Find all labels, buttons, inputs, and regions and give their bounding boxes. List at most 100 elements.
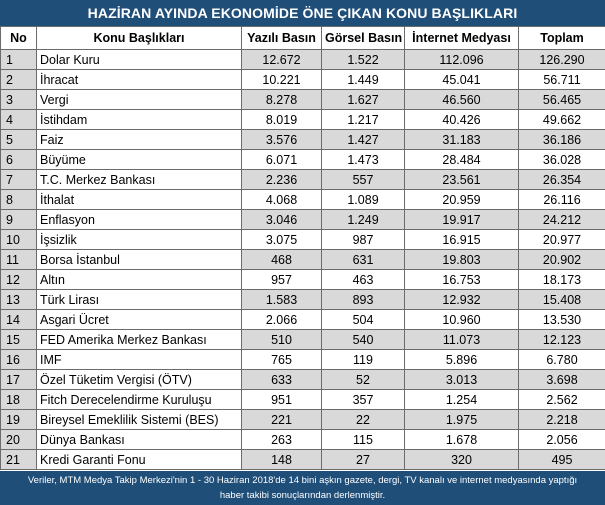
row-total: 2.562	[518, 389, 605, 410]
table-row: 20 Dünya Bankası 263 115 1.678 2.056	[0, 429, 605, 450]
row-total: 2.218	[518, 409, 605, 430]
row-total: 26.116	[518, 189, 605, 210]
row-topic: İthalat	[36, 189, 242, 210]
table-row: 7 T.C. Merkez Bankası 2.236 557 23.561 26.354	[0, 169, 605, 190]
col-header-visual-media: Görsel Basın	[321, 26, 405, 50]
row-total: 15.408	[518, 289, 605, 310]
row-internet-media: 31.183	[404, 129, 519, 150]
row-visual-media: 52	[321, 369, 405, 390]
row-internet-media: 1.254	[404, 389, 519, 410]
row-visual-media: 504	[321, 309, 405, 330]
row-visual-media: 1.449	[321, 69, 405, 90]
row-total: 36.186	[518, 129, 605, 150]
row-visual-media: 1.427	[321, 129, 405, 150]
row-internet-media: 19.803	[404, 249, 519, 270]
row-total: 49.662	[518, 109, 605, 130]
row-visual-media: 463	[321, 269, 405, 290]
row-number: 3	[0, 89, 37, 110]
row-total: 495	[518, 449, 605, 470]
table-body: 1 Dolar Kuru 12.672 1.522 112.096 126.290 2 İhr…	[0, 49, 605, 470]
row-print-media: 510	[241, 329, 322, 350]
row-topic: İstihdam	[36, 109, 242, 130]
row-internet-media: 19.917	[404, 209, 519, 230]
row-number: 17	[0, 369, 37, 390]
row-internet-media: 10.960	[404, 309, 519, 330]
col-header-print-media: Yazılı Basın	[241, 26, 322, 50]
row-internet-media: 40.426	[404, 109, 519, 130]
table-row: 5 Faiz 3.576 1.427 31.183 36.186	[0, 129, 605, 150]
table-row: 17 Özel Tüketim Vergisi (ÖTV) 633 52 3.013 3.…	[0, 369, 605, 390]
row-internet-media: 320	[404, 449, 519, 470]
row-visual-media: 27	[321, 449, 405, 470]
table-row: 10 İşsizlik 3.075 987 16.915 20.977	[0, 229, 605, 250]
table-row: 9 Enflasyon 3.046 1.249 19.917 24.212	[0, 209, 605, 230]
row-number: 4	[0, 109, 37, 130]
row-topic: Asgari Ücret	[36, 309, 242, 330]
row-print-media: 765	[241, 349, 322, 370]
col-header-topic: Konu Başlıkları	[36, 26, 242, 50]
row-total: 20.902	[518, 249, 605, 270]
row-print-media: 468	[241, 249, 322, 270]
row-internet-media: 16.753	[404, 269, 519, 290]
row-number: 20	[0, 429, 37, 450]
row-print-media: 8.278	[241, 89, 322, 110]
row-topic: İhracat	[36, 69, 242, 90]
row-internet-media: 23.561	[404, 169, 519, 190]
row-print-media: 3.046	[241, 209, 322, 230]
row-number: 1	[0, 49, 37, 70]
row-print-media: 4.068	[241, 189, 322, 210]
table-row: 11 Borsa İstanbul 468 631 19.803 20.902	[0, 249, 605, 270]
row-visual-media: 357	[321, 389, 405, 410]
row-print-media: 633	[241, 369, 322, 390]
row-total: 36.028	[518, 149, 605, 170]
table-row: 14 Asgari Ücret 2.066 504 10.960 13.530	[0, 309, 605, 330]
row-visual-media: 1.627	[321, 89, 405, 110]
row-print-media: 263	[241, 429, 322, 450]
row-internet-media: 20.959	[404, 189, 519, 210]
row-number: 19	[0, 409, 37, 430]
table-header-row: No Konu Başlıkları Yazılı Basın Görsel B…	[0, 26, 605, 50]
row-visual-media: 1.217	[321, 109, 405, 130]
row-topic: T.C. Merkez Bankası	[36, 169, 242, 190]
row-number: 2	[0, 69, 37, 90]
row-total: 3.698	[518, 369, 605, 390]
row-visual-media: 115	[321, 429, 405, 450]
row-internet-media: 45.041	[404, 69, 519, 90]
row-visual-media: 1.249	[321, 209, 405, 230]
source-note: Veriler, MTM Medya Takip Merkezi'nin 1 -…	[0, 471, 605, 505]
row-print-media: 951	[241, 389, 322, 410]
source-note-line-1: Veriler, MTM Medya Takip Merkezi'nin 1 -…	[27, 475, 578, 486]
table-row: 12 Altın 957 463 16.753 18.173	[0, 269, 605, 290]
row-total: 20.977	[518, 229, 605, 250]
row-number: 10	[0, 229, 37, 250]
table-row: 21 Kredi Garanti Fonu 148 27 320 495	[0, 449, 605, 470]
row-number: 11	[0, 249, 37, 270]
row-total: 126.290	[518, 49, 605, 70]
row-internet-media: 46.560	[404, 89, 519, 110]
table-row: 16 IMF 765 119 5.896 6.780	[0, 349, 605, 370]
row-internet-media: 5.896	[404, 349, 519, 370]
row-visual-media: 1.089	[321, 189, 405, 210]
row-topic: Borsa İstanbul	[36, 249, 242, 270]
col-header-no: No	[0, 26, 37, 50]
row-number: 7	[0, 169, 37, 190]
row-visual-media: 893	[321, 289, 405, 310]
row-visual-media: 1.473	[321, 149, 405, 170]
row-number: 15	[0, 329, 37, 350]
row-number: 9	[0, 209, 37, 230]
row-print-media: 148	[241, 449, 322, 470]
row-topic: Türk Lirası	[36, 289, 242, 310]
table-row: 15 FED Amerika Merkez Bankası 510 540 11.073…	[0, 329, 605, 350]
table-row: 6 Büyüme 6.071 1.473 28.484 36.028	[0, 149, 605, 170]
row-topic: Altın	[36, 269, 242, 290]
row-number: 16	[0, 349, 37, 370]
row-visual-media: 631	[321, 249, 405, 270]
row-topic: Enflasyon	[36, 209, 242, 230]
row-topic: İşsizlik	[36, 229, 242, 250]
row-total: 18.173	[518, 269, 605, 290]
row-internet-media: 28.484	[404, 149, 519, 170]
row-visual-media: 557	[321, 169, 405, 190]
row-visual-media: 119	[321, 349, 405, 370]
row-print-media: 3.075	[241, 229, 322, 250]
row-total: 2.056	[518, 429, 605, 450]
